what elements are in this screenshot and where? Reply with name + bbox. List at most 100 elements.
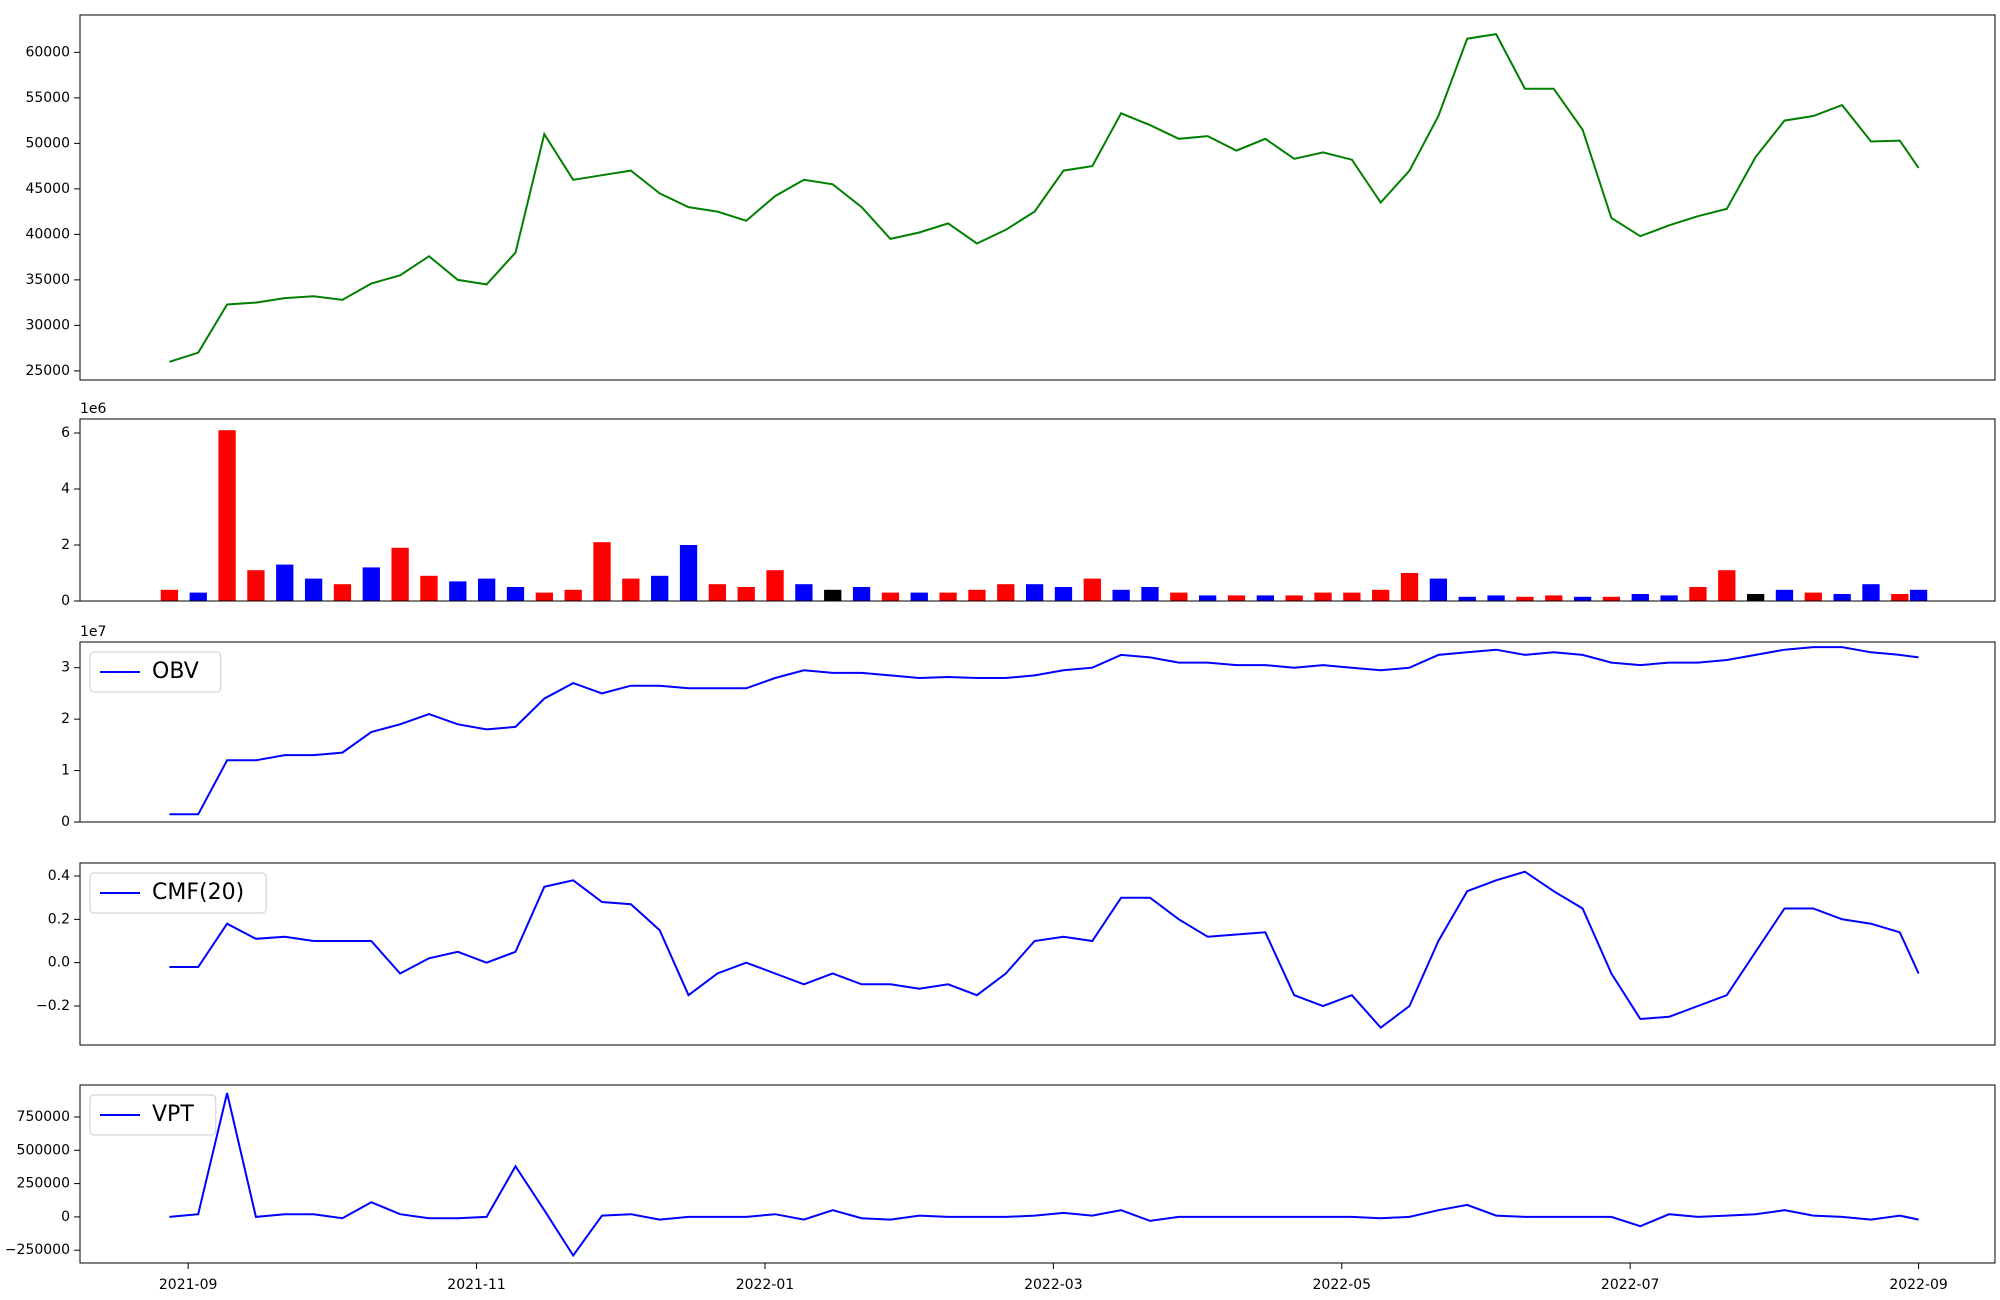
volume-bar	[881, 592, 900, 601]
axis-offset-label: 1e7	[80, 624, 106, 640]
volume-bar	[1631, 594, 1649, 601]
line-series	[169, 646, 1919, 816]
volume-bar	[304, 578, 323, 601]
volume-bar	[1170, 592, 1188, 601]
y-tick-label: 0.2	[48, 911, 70, 927]
y-tick-label: 750000	[17, 1109, 70, 1125]
volume-bar	[1054, 587, 1073, 601]
volume-bar	[1227, 595, 1246, 601]
y-tick-label: 500000	[17, 1142, 70, 1158]
volume-bar	[1718, 570, 1736, 601]
volume-bar	[1487, 595, 1505, 601]
legend-box	[89, 1094, 217, 1136]
volume-bar	[852, 587, 871, 601]
volume-bar	[1025, 584, 1044, 601]
volume-bar	[651, 575, 669, 601]
legend-label: OBV	[152, 659, 199, 684]
volume-bar	[420, 575, 438, 601]
volume-bar	[391, 547, 409, 601]
y-tick-label: 0	[61, 1209, 70, 1225]
x-tick-label: 2022-05	[1313, 1277, 1372, 1293]
y-tick-label: −250000	[5, 1242, 70, 1258]
legend-label: VPT	[152, 1102, 194, 1127]
axis-offset-label: 1e6	[80, 401, 107, 417]
volume-bar	[968, 589, 986, 601]
y-tick-label: 6	[61, 425, 70, 441]
volume-bar	[1909, 589, 1928, 601]
volume-bar	[218, 430, 236, 601]
volume-bar	[506, 587, 525, 601]
y-tick-label: 40000	[25, 226, 70, 242]
volume-bar	[564, 589, 582, 601]
y-tick-label: 25000	[25, 363, 70, 379]
y-tick-label: 55000	[25, 90, 70, 106]
y-tick-label: 45000	[25, 181, 70, 197]
legend-box	[89, 872, 267, 914]
volume-bar	[189, 592, 207, 601]
y-tick-label: 250000	[17, 1176, 70, 1192]
y-tick-label: 0	[61, 814, 70, 830]
line-series	[169, 1092, 1919, 1258]
legend-label: CMF(20)	[152, 880, 244, 905]
y-tick-label: 2	[61, 711, 70, 727]
volume-bar	[737, 587, 755, 601]
volume-bar	[824, 589, 842, 601]
volume-bar	[766, 570, 784, 601]
volume-bar	[276, 564, 294, 601]
x-tick-label: 2021-11	[447, 1277, 506, 1293]
volume-bar	[247, 570, 265, 601]
volume-bar	[449, 581, 467, 601]
volume-bar	[1343, 592, 1361, 601]
y-tick-label: 35000	[25, 272, 70, 288]
volume-bar	[1862, 584, 1880, 601]
volume-bar	[1775, 589, 1794, 601]
volume-bar	[1746, 594, 1765, 601]
volume-bar	[362, 567, 380, 601]
plot-frame	[79, 862, 1996, 1046]
y-tick-label: 2	[61, 537, 70, 553]
volume-bar	[1458, 596, 1476, 601]
plot-frame	[79, 641, 1996, 823]
y-tick-label: 0	[61, 593, 70, 609]
y-tick-label: −0.2	[36, 998, 70, 1014]
volume-bar	[1545, 595, 1563, 601]
y-tick-label: 3	[61, 660, 70, 676]
volume-bar	[1372, 589, 1390, 601]
volume-bar	[1256, 595, 1274, 601]
x-tick-label: 2022-01	[736, 1277, 795, 1293]
y-tick-label: 1	[61, 763, 70, 779]
plot-frame	[79, 1084, 1996, 1264]
volume-bar	[535, 592, 553, 601]
x-tick-label: 2022-07	[1601, 1277, 1660, 1293]
volume-bar	[1199, 595, 1217, 601]
volume-bar	[939, 592, 957, 601]
y-tick-label: 50000	[25, 135, 70, 151]
plot-frame	[79, 14, 1996, 381]
volume-bar	[1804, 592, 1822, 601]
y-tick-label: 4	[61, 481, 70, 497]
plot-frame	[79, 418, 1996, 602]
line-series	[169, 870, 1920, 1030]
volume-bar	[1285, 595, 1303, 601]
y-tick-label: 30000	[25, 317, 70, 333]
volume-bar	[333, 584, 352, 601]
volume-bar	[1083, 578, 1101, 601]
y-tick-label: 60000	[25, 44, 70, 60]
volume-bar	[622, 578, 640, 601]
volume-bar	[910, 592, 928, 601]
x-tick-label: 2021-09	[159, 1277, 218, 1293]
volume-bar	[708, 584, 727, 601]
volume-bar	[160, 589, 179, 601]
volume-bar	[679, 545, 698, 601]
volume-bar	[1573, 596, 1592, 601]
volume-bar	[1689, 587, 1707, 601]
volume-bar	[1400, 573, 1419, 601]
volume-bar	[1429, 578, 1448, 601]
legend-box	[89, 651, 222, 693]
volume-bar	[1141, 587, 1159, 601]
x-tick-label: 2022-03	[1024, 1277, 1083, 1293]
volume-bar	[1891, 594, 1909, 601]
volume-bar	[1516, 596, 1534, 601]
